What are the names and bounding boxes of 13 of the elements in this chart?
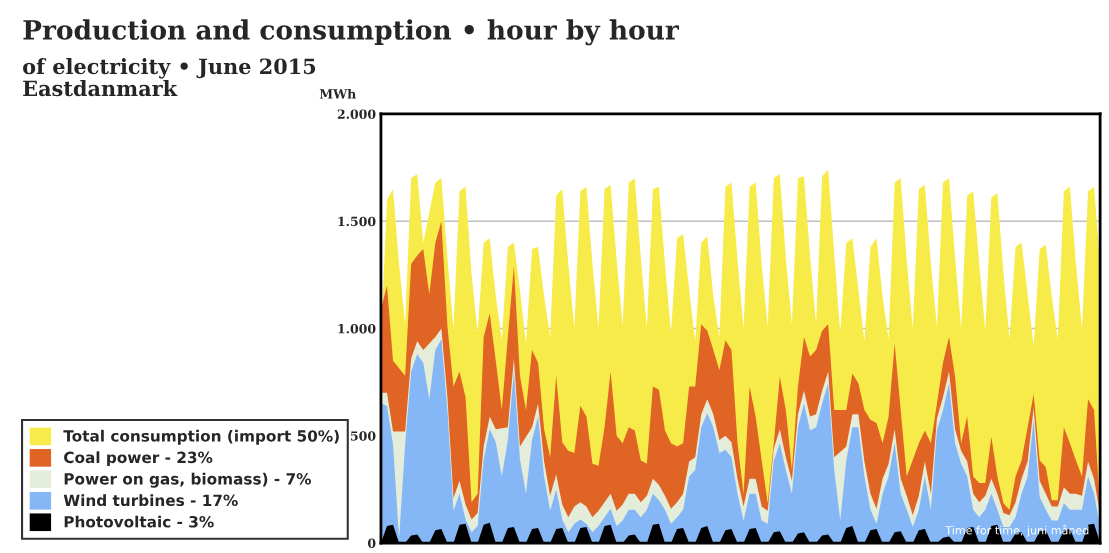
legend-label: Coal power - 23%: [64, 451, 213, 467]
legend-label: Photovoltaic - 3%: [64, 515, 214, 528]
y-tick-label: 500: [351, 431, 376, 441]
y-axis-title: MWh: [319, 88, 356, 99]
legend-label: Wind turbines - 17%: [63, 494, 238, 507]
y-tick-label: 2.000: [337, 109, 376, 119]
y-tick-label: 1.000: [338, 323, 376, 334]
y-tick-label: 1.500: [338, 216, 376, 227]
chart-title: Production and consumption • hour by hour: [23, 19, 680, 46]
legend-label: Total consumption (import 50%): [63, 429, 339, 445]
text: of electricity • June 2015 Eastdanmark: [23, 58, 316, 97]
legend-label: Power on gas, biomass) - 7%: [64, 472, 311, 488]
y-tick-label: 0: [367, 538, 376, 548]
